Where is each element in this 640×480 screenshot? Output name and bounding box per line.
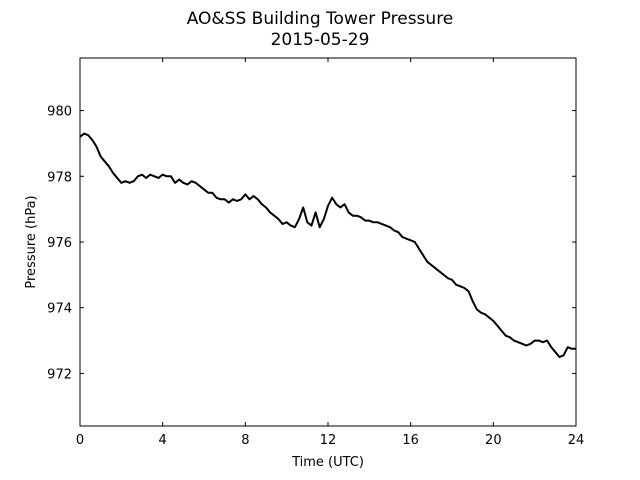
pressure-series-line	[79, 132, 576, 358]
x-axis-label: Time (UTC)	[291, 455, 364, 470]
y-axis-label: Pressure (hPa)	[24, 195, 39, 288]
y-tick-label: 980	[47, 105, 72, 120]
y-tick-label: 974	[47, 302, 72, 317]
x-tick-label: 16	[402, 433, 419, 448]
x-tick-label: 24	[568, 433, 585, 448]
x-tick-label: 4	[159, 433, 167, 448]
y-tick-label: 978	[47, 170, 72, 185]
y-tick-label: 972	[47, 367, 72, 382]
x-tick-label: 12	[320, 433, 337, 448]
x-axis: 0 4 8 12 16 20 24	[76, 58, 584, 448]
y-tick-label: 976	[47, 236, 72, 251]
chart-title: AO&SS Building Tower Pressure	[187, 9, 454, 29]
y-axis: 972 974 976 978 980	[47, 105, 576, 382]
x-tick-label: 20	[485, 433, 502, 448]
x-tick-label: 0	[76, 433, 84, 448]
x-tick-label: 8	[241, 433, 249, 448]
chart-subtitle: 2015-05-29	[271, 30, 370, 50]
plot-frame	[79, 57, 577, 427]
